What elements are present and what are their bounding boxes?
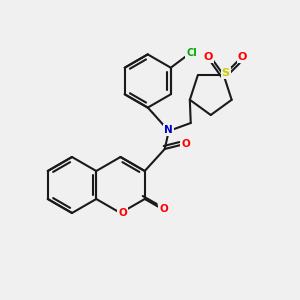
Text: N: N <box>164 125 173 135</box>
Text: Cl: Cl <box>186 48 197 58</box>
Text: O: O <box>118 208 127 218</box>
Text: O: O <box>204 52 213 62</box>
Text: O: O <box>182 139 190 149</box>
Text: O: O <box>159 204 168 214</box>
Text: O: O <box>238 52 247 62</box>
Text: S: S <box>222 68 230 78</box>
